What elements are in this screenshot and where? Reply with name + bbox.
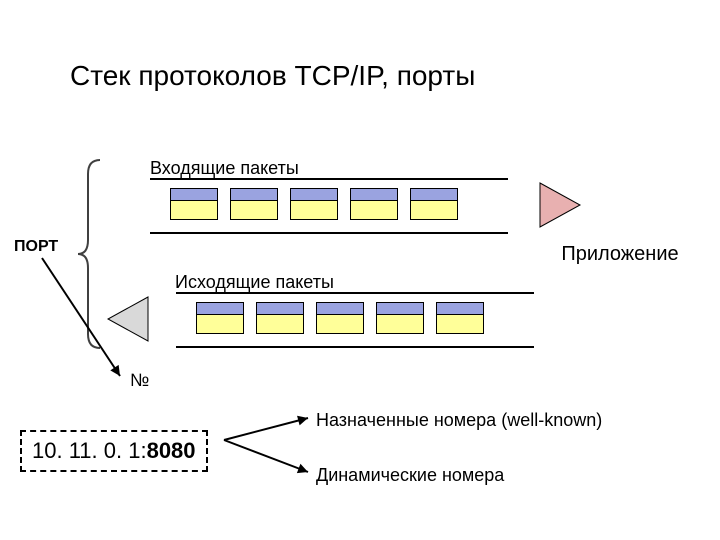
well-known-label: Назначенные номера (well-known) <box>316 410 602 431</box>
number-label: № <box>130 370 149 391</box>
dynamic-label: Динамические номера <box>316 465 504 486</box>
packet-icon <box>316 302 364 334</box>
packet-icon <box>256 302 304 334</box>
ip-address-box: 10. 11. 0. 1:8080 <box>20 430 208 472</box>
ip-port-text: 8080 <box>147 438 196 463</box>
packet-icon <box>196 302 244 334</box>
number-bullet-icon <box>114 379 122 387</box>
application-label: Приложение <box>561 243 678 266</box>
arrows-ip-to-labels <box>214 408 318 482</box>
packet-icon <box>436 302 484 334</box>
application-circle: Приложение <box>548 182 692 326</box>
ip-address-text: 10. 11. 0. 1: <box>32 438 147 463</box>
slide: Стек протоколов TCP/IP, порты ПОРТ Входя… <box>0 0 720 540</box>
packet-icon <box>376 302 424 334</box>
